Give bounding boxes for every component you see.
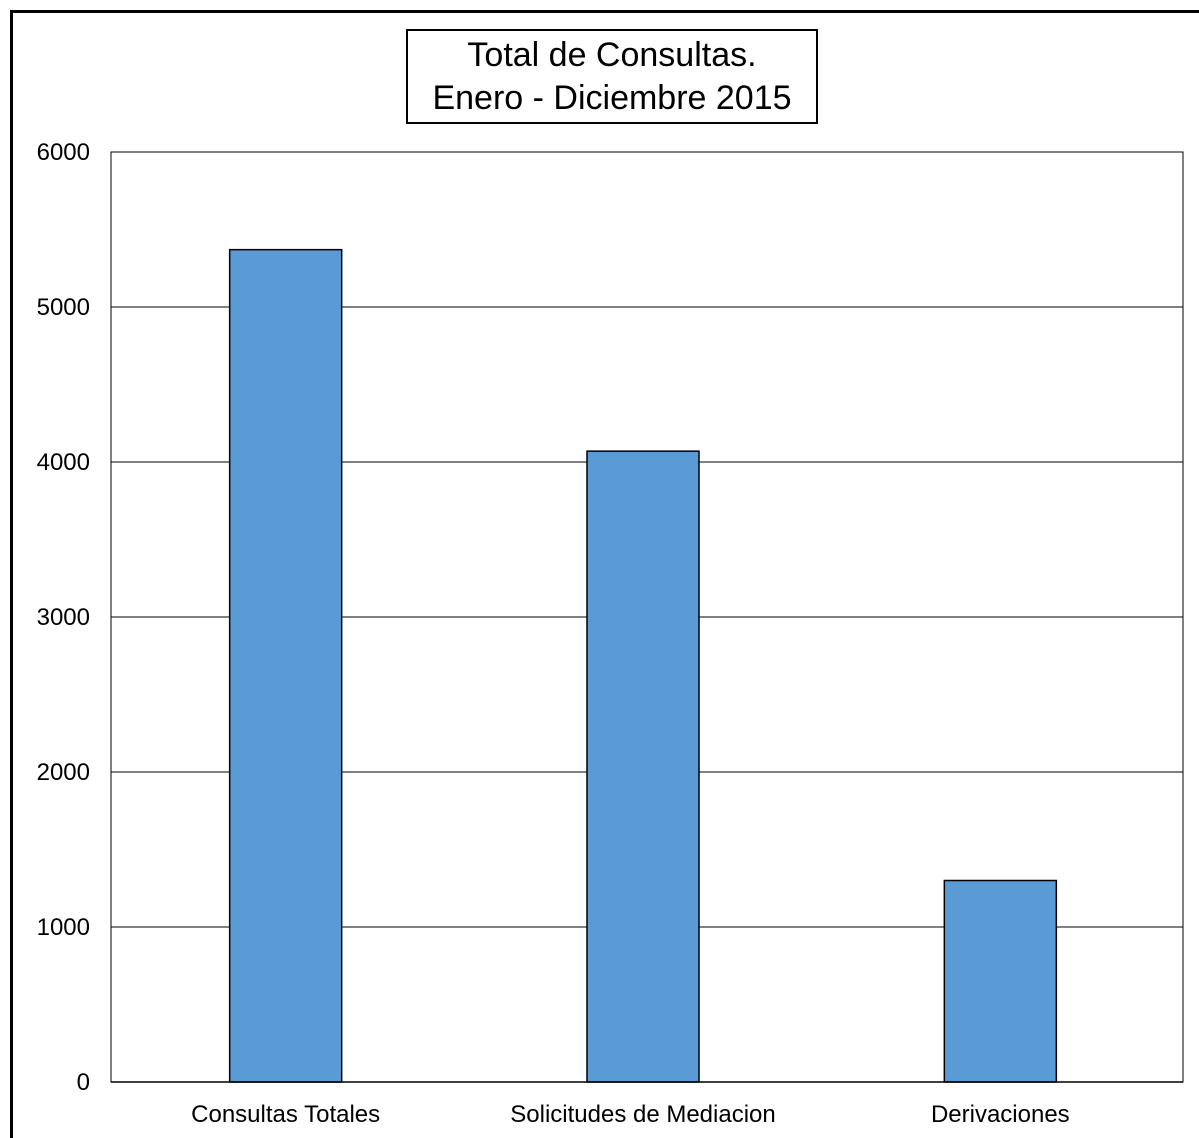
chart-title-box: Total de Consultas. Enero - Diciembre 20… <box>406 29 818 124</box>
chart-title: Total de Consultas. <box>467 36 756 74</box>
y-tick-label: 3000 <box>37 604 90 631</box>
bar <box>228 248 343 1083</box>
chart-subtitle: Enero - Diciembre 2015 <box>432 79 791 117</box>
bar <box>586 450 700 1083</box>
y-tick-label: 4000 <box>37 449 90 476</box>
chart-frame <box>10 10 1199 1138</box>
title-frame <box>406 29 818 124</box>
plot-area: 0 1000 2000 3000 4000 5000 6000 Consultas Total… <box>37 139 1184 1128</box>
y-tick-label: 0 <box>77 1069 90 1096</box>
bar <box>943 879 1058 1083</box>
y-tick-label: 2000 <box>37 759 90 786</box>
x-tick-label: Derivaciones <box>931 1101 1070 1128</box>
y-tick-label: 6000 <box>37 139 90 166</box>
x-tick-label: Consultas Totales <box>191 1101 380 1128</box>
y-tick-label: 5000 <box>37 294 90 321</box>
x-tick-label: Solicitudes de Mediacion <box>510 1101 776 1128</box>
y-tick-label: 1000 <box>37 914 90 941</box>
